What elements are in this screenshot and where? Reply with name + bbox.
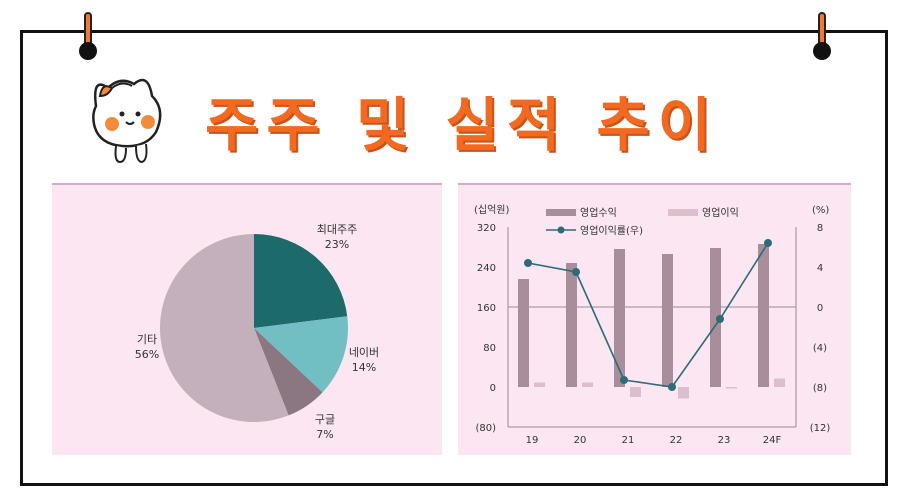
left-tick-label: 80 bbox=[483, 343, 496, 354]
performance-panel: (십억원) (%) 320 240 160 80 0 (80) 8 4 0 (4) (8) (12) 19 2… bbox=[458, 183, 851, 455]
operating-income-bar bbox=[534, 382, 545, 387]
operating-income-bar bbox=[630, 387, 641, 397]
right-tick-label: (4) bbox=[813, 343, 827, 354]
x-tick-label: 19 bbox=[526, 435, 539, 446]
pie-slice-percent: 56% bbox=[135, 348, 159, 361]
revenue-bar bbox=[710, 248, 721, 387]
pie-slice-percent: 7% bbox=[316, 428, 333, 441]
pie-slice-label: 구글 bbox=[315, 413, 335, 426]
revenue-bar bbox=[566, 263, 577, 387]
legend-label-revenue: 영업수익 bbox=[580, 206, 617, 219]
operating-income-bar bbox=[678, 387, 689, 399]
page-title: 주주 및 실적 추이 bbox=[205, 91, 720, 159]
legend-swatch-revenue bbox=[546, 209, 576, 216]
pie-slice bbox=[254, 316, 348, 393]
right-tick-label: (12) bbox=[810, 423, 831, 434]
x-tick-label: 21 bbox=[622, 435, 635, 446]
pie-slice bbox=[159, 234, 289, 422]
right-tick-label: 0 bbox=[817, 303, 823, 314]
x-tick-label: 22 bbox=[670, 435, 683, 446]
left-axis-unit: (십억원) bbox=[474, 204, 510, 216]
cat-mascot-icon bbox=[92, 78, 162, 164]
right-tick-label: 8 bbox=[817, 223, 823, 234]
pie-slice-label: 네이버 bbox=[349, 346, 379, 359]
performance-combo-chart: (십억원) (%) 320 240 160 80 0 (80) 8 4 0 (4) (8) (12) 19 2… bbox=[474, 204, 831, 446]
operating-income-bar bbox=[726, 387, 737, 389]
revenue-bar bbox=[758, 244, 769, 387]
x-tick-label: 20 bbox=[574, 435, 587, 446]
x-tick-label: 24F bbox=[763, 435, 782, 446]
legend-label-margin: 영업이익률(우) bbox=[580, 224, 643, 237]
shareholder-panel: 최대주주 23% 네이버 14% 구글 7% 기타 56% bbox=[52, 183, 442, 455]
legend-label-operating-income: 영업이익 bbox=[702, 206, 739, 219]
operating-margin-point bbox=[572, 268, 580, 276]
binder-clip-right bbox=[813, 12, 831, 60]
revenue-bar bbox=[518, 279, 529, 387]
operating-margin-point bbox=[764, 239, 772, 247]
operating-margin-point bbox=[668, 383, 676, 391]
operating-income-bar bbox=[774, 378, 785, 387]
operating-income-bar bbox=[582, 382, 593, 387]
legend-swatch-operating-income bbox=[668, 209, 698, 216]
operating-margin-line bbox=[527, 242, 769, 388]
pie-slice-label: 기타 bbox=[137, 333, 157, 346]
pie-slice bbox=[254, 234, 348, 328]
right-axis-unit: (%) bbox=[812, 205, 829, 216]
left-tick-label: 0 bbox=[490, 383, 496, 394]
operating-margin-point bbox=[524, 259, 532, 267]
right-tick-label: 4 bbox=[817, 263, 823, 274]
binder-clip-left bbox=[79, 12, 97, 60]
legend-swatch-margin-dot bbox=[557, 226, 565, 234]
operating-margin-point bbox=[716, 315, 724, 323]
revenue-bar bbox=[662, 254, 673, 387]
operating-margin-point bbox=[620, 376, 628, 384]
pie-slice-label: 최대주주 bbox=[317, 223, 357, 236]
left-tick-label: 160 bbox=[477, 303, 496, 314]
pie-slice bbox=[254, 328, 323, 416]
shareholder-pie-chart: 최대주주 23% 네이버 14% 구글 7% 기타 56% bbox=[135, 223, 379, 441]
pie-slice-percent: 14% bbox=[352, 361, 376, 374]
right-tick-label: (8) bbox=[813, 383, 827, 394]
x-tick-label: 23 bbox=[718, 435, 731, 446]
revenue-bar bbox=[614, 249, 625, 387]
left-tick-label: 320 bbox=[477, 223, 496, 234]
pie-slice-percent: 23% bbox=[325, 238, 349, 251]
left-tick-label: 240 bbox=[477, 263, 496, 274]
left-tick-label: (80) bbox=[475, 423, 496, 434]
